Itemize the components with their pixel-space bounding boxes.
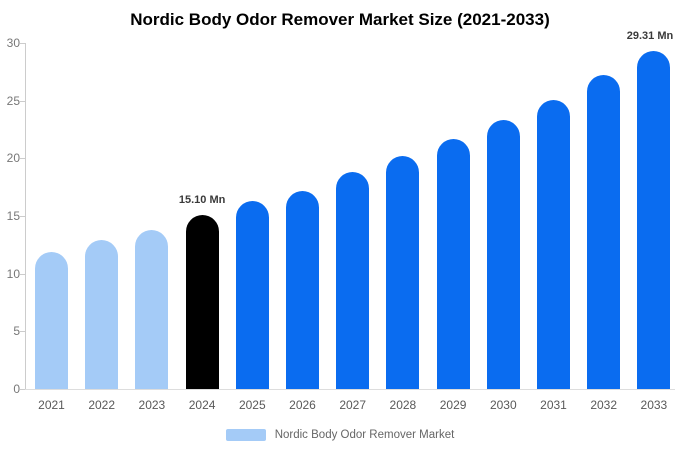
bar-2030[interactable] [486, 120, 520, 389]
y-axis-tick-mark [20, 158, 25, 160]
data-label-2033: 29.31 Mn [626, 29, 674, 42]
y-axis-tick-label: 15 [6, 209, 20, 223]
y-axis-tick-label: 20 [6, 151, 20, 166]
bar-2031[interactable] [537, 99, 570, 389]
bar-2025[interactable] [235, 201, 269, 389]
x-axis-tick-label-2022: 2022 [88, 398, 116, 412]
y-axis-tick-mark [20, 100, 25, 102]
y-axis-tick-mark [20, 273, 25, 275]
x-axis-tick-label-2023: 2023 [138, 398, 166, 412]
x-axis-tick-label-2033: 2033 [640, 398, 668, 412]
bar-2033[interactable] [637, 50, 671, 389]
y-axis-tick-mark [20, 43, 25, 44]
bar-2022[interactable] [85, 240, 119, 389]
x-axis-tick-label-2026: 2026 [289, 398, 316, 412]
data-label-2024: 15.10 Mn [178, 193, 226, 206]
x-axis-tick-label-2030: 2030 [489, 398, 517, 412]
bar-2021[interactable] [35, 251, 68, 389]
x-axis-tick-label-2028: 2028 [389, 398, 417, 412]
bar-2032[interactable] [587, 75, 621, 389]
x-axis-tick-label-2025: 2025 [238, 398, 266, 412]
x-axis-tick-label-2024: 2024 [188, 398, 216, 412]
y-axis-line [25, 43, 26, 389]
bar-2024[interactable] [185, 214, 219, 389]
x-axis-baseline [25, 389, 675, 390]
x-axis-tick-label-2032: 2032 [590, 398, 618, 412]
y-axis-tick-mark [20, 389, 25, 390]
legend-label: Nordic Body Odor Remover Market [274, 429, 455, 441]
bar-2029[interactable] [436, 138, 470, 389]
x-axis-tick-label-2021: 2021 [38, 398, 65, 412]
legend-swatch [225, 429, 266, 441]
bar-2027[interactable] [336, 172, 370, 389]
x-axis-tick-label-2029: 2029 [439, 398, 467, 412]
y-axis-tick-mark [20, 331, 25, 333]
y-axis-tick-label: 10 [6, 266, 20, 281]
x-axis-tick-label-2031: 2031 [540, 398, 567, 412]
y-axis-tick-label: 0 [13, 382, 20, 396]
bar-2026[interactable] [286, 190, 319, 389]
bar-2028[interactable] [386, 156, 420, 389]
y-axis-tick-label: 30 [6, 36, 20, 50]
legend[interactable]: Nordic Body Odor Remover Market [0, 429, 680, 441]
x-axis-tick-label-2027: 2027 [339, 398, 367, 412]
y-axis-tick-mark [20, 216, 25, 217]
y-axis-tick-label: 5 [13, 324, 20, 339]
y-axis-tick-label: 25 [6, 93, 20, 108]
bar-2023[interactable] [135, 229, 169, 389]
chart-title: Nordic Body Odor Remover Market Size (20… [130, 10, 550, 29]
